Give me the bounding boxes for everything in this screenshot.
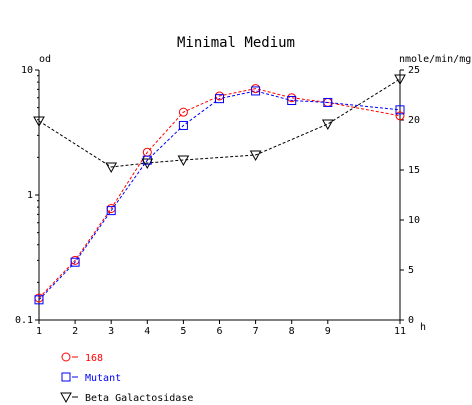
data-point (395, 105, 405, 115)
data-point (251, 86, 261, 96)
x-tick-label: 6 (216, 326, 222, 337)
x-tick-label: 9 (325, 326, 331, 337)
data-point (178, 120, 188, 130)
y-right-tick-label: 20 (408, 115, 420, 126)
y-left-tick-label: 1 (27, 190, 33, 201)
series-lines (38, 78, 401, 301)
data-point (395, 111, 405, 121)
x-tick-label: 8 (289, 326, 295, 337)
data-point (105, 162, 118, 174)
data-point (34, 295, 44, 305)
data-point (33, 116, 45, 128)
x-tick-label: 5 (180, 326, 186, 337)
legend-label: Beta Galactosidase (85, 393, 193, 404)
data-point (178, 107, 188, 117)
y-right-axis-label: nmole/min/mg (399, 54, 471, 65)
y-left-tick-label: 10 (21, 65, 33, 76)
y-left-tick-label: 0.1 (15, 315, 33, 326)
data-point (323, 97, 333, 107)
x-tick-label: 3 (108, 326, 114, 337)
y-right-tick-label: 25 (408, 65, 420, 76)
x-tick-label: 7 (253, 326, 259, 337)
y-right-tick-label: 5 (408, 265, 414, 276)
x-tick-label: 1 (36, 326, 42, 337)
series-line-0 (38, 88, 401, 299)
series-markers (33, 74, 406, 305)
y-right-tick-label: 15 (408, 165, 420, 176)
legend-marker (60, 392, 72, 404)
legend-marker (61, 372, 71, 382)
x-axis-label: h (420, 322, 426, 333)
data-point (287, 96, 297, 106)
data-point (141, 158, 154, 170)
y-left-axis-label: od (39, 54, 51, 65)
series-line-2 (38, 78, 401, 168)
legend-label: Mutant (85, 373, 121, 384)
x-tick-label: 2 (72, 326, 78, 337)
data-point (215, 94, 224, 104)
legend: 168 Mutant Beta Galactosidase (60, 352, 193, 404)
x-tick-label: 4 (144, 326, 150, 337)
legend-label: 168 (85, 353, 103, 364)
y-right-tick-label: 10 (408, 215, 420, 226)
legend-marker (61, 352, 71, 362)
series-line-1 (38, 90, 401, 301)
y-right-tick-label: 0 (408, 315, 414, 326)
data-point (106, 206, 116, 216)
data-point (321, 119, 334, 131)
x-tick-label: 11 (394, 326, 406, 337)
data-point (249, 150, 262, 162)
data-point (70, 257, 80, 267)
chart-title: Minimal Medium (177, 35, 295, 51)
data-point (177, 155, 190, 167)
data-point (394, 74, 406, 86)
